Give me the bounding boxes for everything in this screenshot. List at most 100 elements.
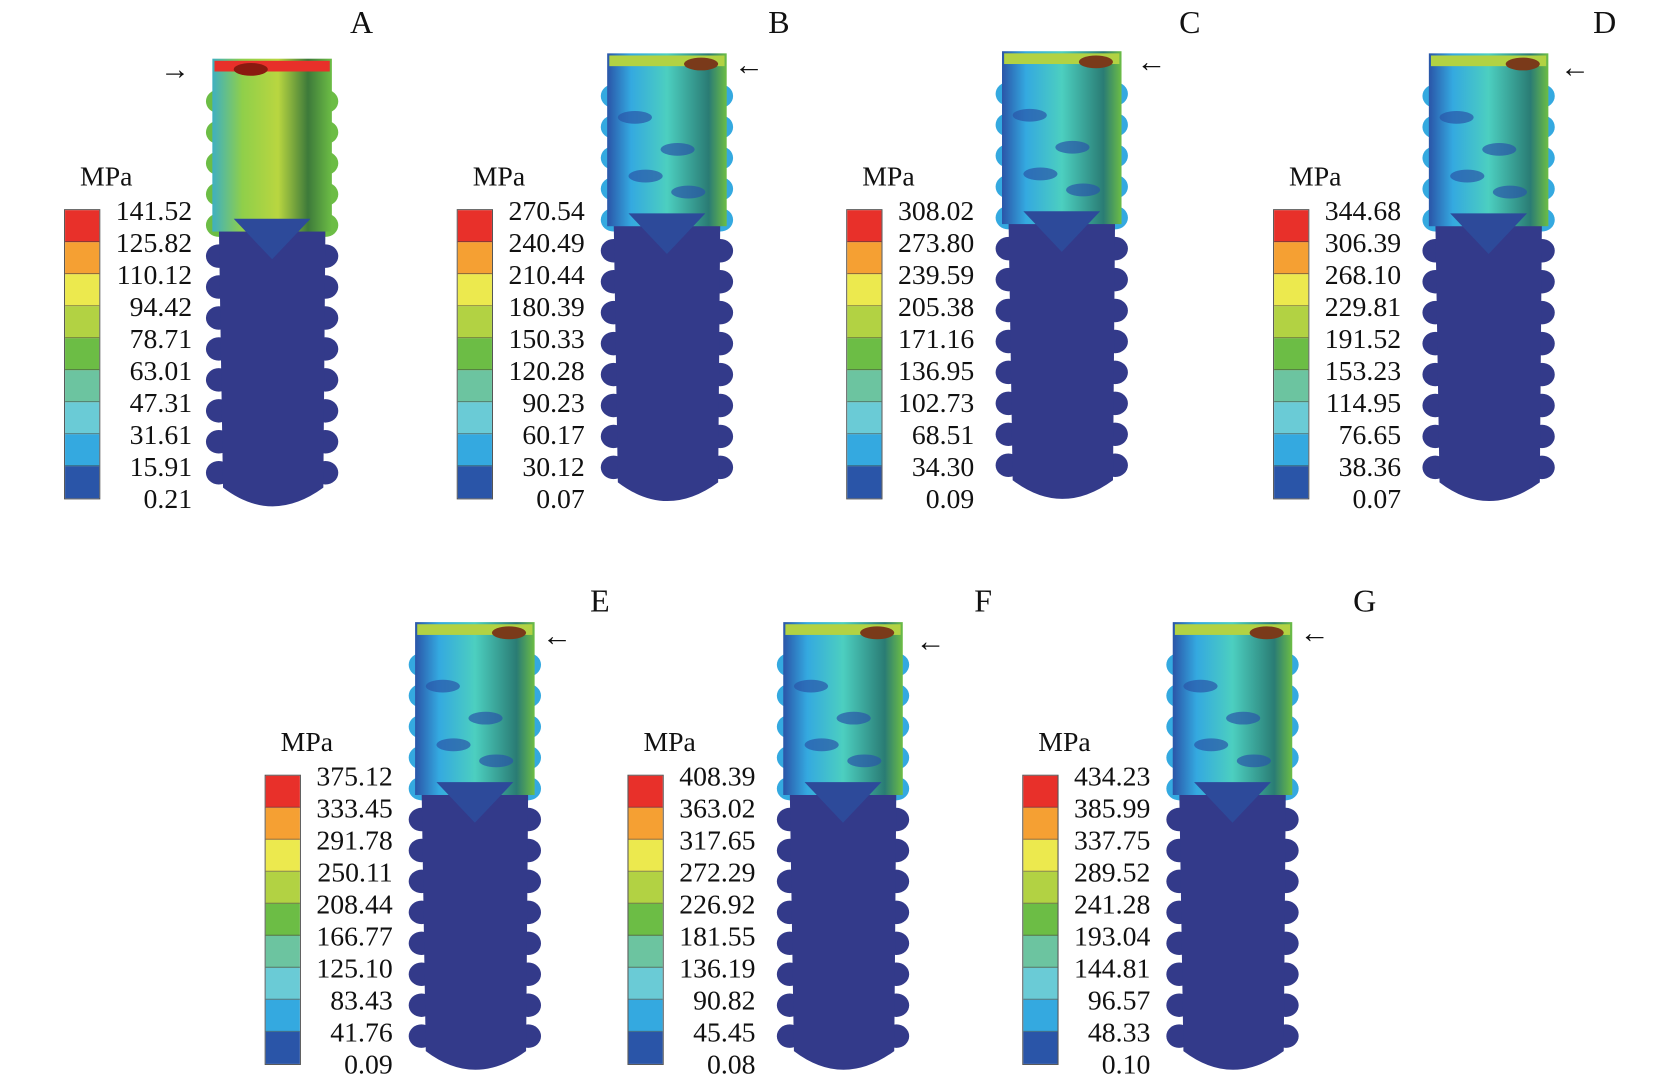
implant-body [421,782,529,1070]
stress-region [836,711,871,725]
cone [436,782,514,823]
legend-value: 308.02 [897,195,975,227]
legend-band [457,306,492,339]
implant-stress-model [776,622,910,1070]
legend-band [847,274,882,307]
legend-band [457,466,492,499]
color-legend-bar [456,209,494,500]
implant-body [218,218,326,507]
stress-region [1023,167,1058,181]
legend-unit: MPa [472,161,526,193]
legend-value: 241.28 [1074,888,1151,920]
legend-value: 385.99 [1074,792,1151,824]
collar-rim [609,55,725,67]
color-legend-bar [1022,774,1059,1065]
stress-region [1183,679,1218,693]
legend-value: 226.92 [679,888,756,920]
legend-band [628,871,663,904]
legend-band [1023,807,1058,840]
legend-band [65,210,100,243]
legend-value: 38.36 [1338,451,1402,483]
implant-stress-model [1422,53,1555,502]
legend-band [1023,999,1058,1032]
legend-value: 270.54 [508,195,585,227]
legend-value: 180.39 [508,291,585,323]
legend-band [65,338,100,371]
legend-band [457,274,492,307]
legend-value: 120.28 [508,355,585,387]
panel-label: D [1593,5,1617,41]
cone [1450,213,1528,254]
legend-value: 181.55 [679,920,756,952]
legend-band [265,1031,300,1064]
stress-region [847,754,882,768]
arrow-left-icon: ← [1299,616,1330,650]
legend-value: 0.07 [536,483,585,515]
legend-value: 333.45 [316,792,393,824]
implant-collar [1428,53,1549,227]
legend-value: 375.12 [316,760,393,792]
legend-band [847,242,882,275]
legend-band [1274,370,1309,403]
legend-value: 125.10 [316,952,393,984]
legend-value: 337.75 [1074,824,1151,856]
panel-label: F [974,583,993,619]
stress-hotspot [1505,57,1540,71]
legend-unit: MPa [862,161,915,193]
legend-value: 125.82 [115,227,193,259]
legend-value: 363.02 [679,792,756,824]
stress-region [804,738,839,752]
legend-value: 210.44 [508,259,585,291]
legend-band [265,839,300,872]
collar-rim [1430,55,1547,67]
legend-value: 153.23 [1324,355,1402,387]
legend-band [457,434,492,467]
collar-rim [1004,53,1120,65]
collar-rim [214,60,330,72]
color-legend-bar [846,209,883,500]
color-legend-bar [627,774,664,1065]
arrow-left-icon: ← [1560,51,1590,85]
collar-rim [785,624,901,635]
cone [628,213,706,254]
legend-value: 68.51 [911,419,975,451]
legend-band [1023,967,1058,1000]
legend-band [628,967,663,1000]
legend-band [457,242,492,275]
implant-body [613,213,721,502]
legend-value: 306.39 [1324,227,1402,259]
stress-region [793,679,829,693]
arrow-left-icon: ← [542,619,572,654]
implant-stress-model [205,58,339,507]
legend-value: 30.12 [522,451,585,483]
legend-unit: MPa [80,161,133,193]
stress-region [1439,110,1474,124]
implant-stress-model [600,53,734,502]
legend-value: 205.38 [897,291,975,323]
arrow-left-icon: ← [734,49,765,83]
legend-value: 96.57 [1087,984,1151,1016]
legend-value: 240.49 [508,227,585,259]
legend-band [265,775,300,808]
legend-value: 239.59 [897,259,975,291]
legend-value: 268.10 [1324,259,1402,291]
legend-band [1274,338,1309,371]
legend-band [847,210,882,243]
legend-value: 208.44 [316,888,393,920]
legend-band [847,370,882,403]
stress-region [617,110,652,124]
legend-value: 144.81 [1074,952,1151,984]
legend-band [265,807,300,840]
legend-band [1023,903,1058,936]
stress-region [479,754,514,768]
color-legend-bar [64,209,101,500]
panel-label: G [1353,583,1377,619]
legend-value: 0.21 [143,483,193,515]
stress-hotspot [860,626,895,640]
legend-value: 90.82 [693,984,756,1016]
legend-value: 408.39 [679,760,756,792]
legend-unit: MPa [1289,161,1342,193]
legend-value: 0.07 [1352,483,1402,515]
collar-rim [1174,624,1291,635]
legend-band [65,466,100,499]
